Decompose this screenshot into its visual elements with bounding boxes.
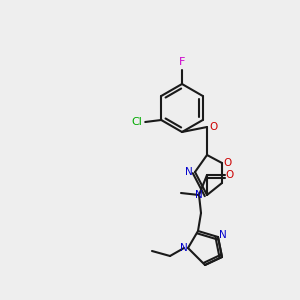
Text: N: N [185,167,193,177]
Text: Cl: Cl [132,117,143,127]
Text: N: N [180,243,188,253]
Text: O: O [226,170,234,180]
Text: F: F [179,57,185,67]
Text: N: N [195,190,203,200]
Text: O: O [209,122,217,132]
Text: N: N [219,230,227,240]
Text: O: O [224,158,232,168]
